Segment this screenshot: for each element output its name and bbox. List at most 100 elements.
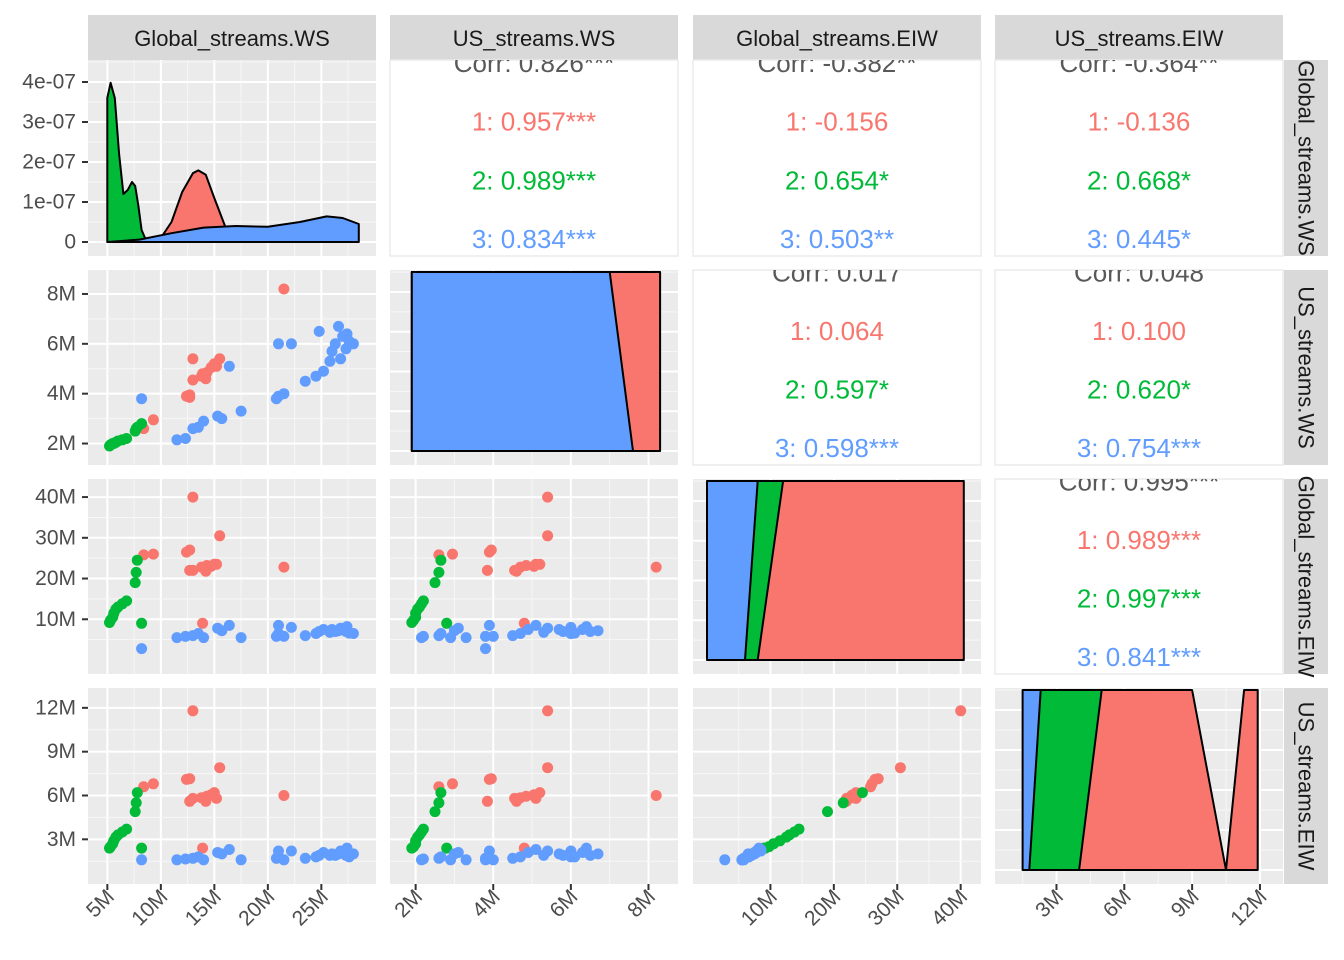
- corr-overall: Corr: 0.017: [772, 258, 902, 288]
- point-group-3: [235, 632, 247, 644]
- y-tick-label: 3e-07: [22, 111, 76, 134]
- point-group-2: [121, 595, 133, 607]
- point-group-1: [894, 762, 906, 774]
- panel-global-streams-eiw-vs-global-streams-ws: [88, 479, 376, 674]
- corr-text-group: Corr: -0.364** 1: -0.136 2: 0.668* 3: 0.445…: [1060, 48, 1219, 254]
- density-group-1: [756, 480, 965, 661]
- row-strip-global-streams-eiw: Global_streams.EIW: [1284, 476, 1328, 678]
- panel-global-streams-eiw-vs-us-streams-ws: [390, 479, 678, 674]
- density-group-3: [106, 215, 360, 243]
- point-group-1: [147, 548, 159, 560]
- point-group-1: [197, 617, 209, 629]
- corr-overall: Corr: 0.048: [1074, 258, 1204, 288]
- row-strip-label: Global_streams.WS: [1294, 60, 1319, 256]
- point-group-1: [278, 790, 290, 801]
- point-group-3: [329, 338, 341, 350]
- point-group-3: [580, 842, 592, 854]
- corr-overall: Corr: -0.364**: [1060, 48, 1219, 78]
- point-group-1: [511, 565, 522, 577]
- point-group-3: [580, 621, 592, 633]
- point-group-2: [129, 806, 141, 818]
- y-tick-label: 10M: [35, 608, 76, 631]
- corr-group-3: 3: 0.503**: [780, 224, 894, 254]
- point-group-3: [171, 434, 183, 446]
- point-group-3: [483, 619, 495, 631]
- point-group-3: [435, 851, 447, 863]
- x-tick-label: 25M: [288, 885, 333, 930]
- column-strip-global-streams-ws: Global_streams.WS: [88, 15, 376, 60]
- y-axis-us-streams-ws: 2M 4M 6M 8M: [47, 282, 88, 455]
- point-group-1: [147, 414, 159, 426]
- y-tick-label: 6M: [47, 784, 76, 807]
- point-group-3: [592, 625, 604, 637]
- point-group-2: [441, 842, 453, 854]
- point-group-3: [273, 619, 284, 631]
- point-group-2: [121, 433, 133, 444]
- panel-us-streams-eiw-vs-us-streams-ws: [390, 688, 678, 884]
- row-strip-us-streams-ws: US_streams.WS: [1284, 270, 1328, 465]
- point-group-3: [235, 405, 247, 417]
- panel-us-streams-eiw-vs-global-streams-ws: [88, 688, 376, 884]
- column-strip-label: Global_streams.WS: [134, 26, 330, 51]
- point-group-3: [171, 854, 183, 866]
- point-group-1: [530, 558, 542, 570]
- point-group-3: [223, 360, 235, 372]
- x-tick-label: 15M: [181, 885, 226, 930]
- x-tick-label: 10M: [127, 885, 172, 930]
- point-group-2: [435, 787, 447, 799]
- point-group-1: [542, 530, 554, 542]
- row-strip-us-streams-eiw: US_streams.EIW: [1284, 688, 1328, 884]
- y-tick-label: 40M: [35, 486, 76, 509]
- corr-panel-bg: [692, 269, 982, 466]
- column-strip-bg: [88, 15, 376, 60]
- point-group-3: [435, 628, 447, 639]
- point-group-3: [223, 844, 235, 855]
- point-group-3: [542, 622, 554, 634]
- x-tick-label: 8M: [623, 885, 660, 922]
- point-group-3: [335, 353, 347, 365]
- y-tick-label: 30M: [35, 526, 76, 549]
- point-group-2: [104, 440, 115, 452]
- point-group-2: [129, 577, 141, 589]
- corr-panel-bg: [994, 478, 1284, 675]
- point-group-3: [285, 338, 297, 350]
- panel-us-streams-ws-vs-us-streams-ws: [390, 270, 678, 465]
- row-strip-bg: [1284, 688, 1328, 884]
- column-strip-global-streams-eiw: Global_streams.EIW: [693, 15, 981, 60]
- corr-group-2: 2: 0.654*: [785, 165, 889, 195]
- point-group-3: [448, 848, 460, 860]
- point-group-2: [441, 617, 453, 629]
- point-group-2: [429, 577, 441, 589]
- point-group-1: [481, 795, 493, 807]
- point-group-3: [417, 630, 429, 642]
- point-group-1: [211, 792, 222, 804]
- x-tick-label: 2M: [390, 885, 427, 922]
- point-group-1: [197, 368, 209, 380]
- corr-group-2: 2: 0.620*: [1087, 375, 1191, 405]
- corr-panel-bg: [994, 59, 1284, 257]
- point-group-2: [104, 617, 115, 628]
- point-group-3: [460, 854, 472, 866]
- point-group-2: [131, 787, 143, 799]
- point-group-3: [313, 325, 325, 337]
- point-group-3: [313, 849, 325, 861]
- panel-global-streams-ws-vs-global-streams-ws: [88, 60, 376, 256]
- point-group-1: [865, 781, 877, 793]
- corr-text-group: Corr: -0.382** 1: -0.156 2: 0.654* 3: 0.503…: [758, 60, 917, 254]
- row-strip-label: US_streams.WS: [1294, 286, 1319, 449]
- point-group-2: [406, 842, 418, 854]
- point-group-3: [299, 852, 311, 864]
- point-group-2: [130, 797, 142, 809]
- x-axis-us-streams-ws: 2M 4M 6M 8M: [390, 884, 660, 922]
- point-group-1: [214, 530, 226, 542]
- x-tick-label: 20M: [800, 885, 845, 930]
- point-group-1: [184, 564, 196, 576]
- point-group-3: [198, 415, 210, 427]
- y-tick-label: 3M: [47, 828, 76, 851]
- corr-group-1: 1: 0.989***: [1077, 525, 1201, 555]
- panel-global-streams-ws-vs-us-streams-ws: Corr: 0.826*** 1: 0.957*** 2: 0.989*** 3: 0…: [389, 59, 679, 257]
- point-group-2: [136, 418, 148, 430]
- y-axis-global-streams-ws: 0 1e-07 2e-07 3e-07 4e-07: [22, 71, 88, 254]
- point-group-1: [447, 778, 458, 790]
- x-tick-label: 6M: [545, 885, 582, 922]
